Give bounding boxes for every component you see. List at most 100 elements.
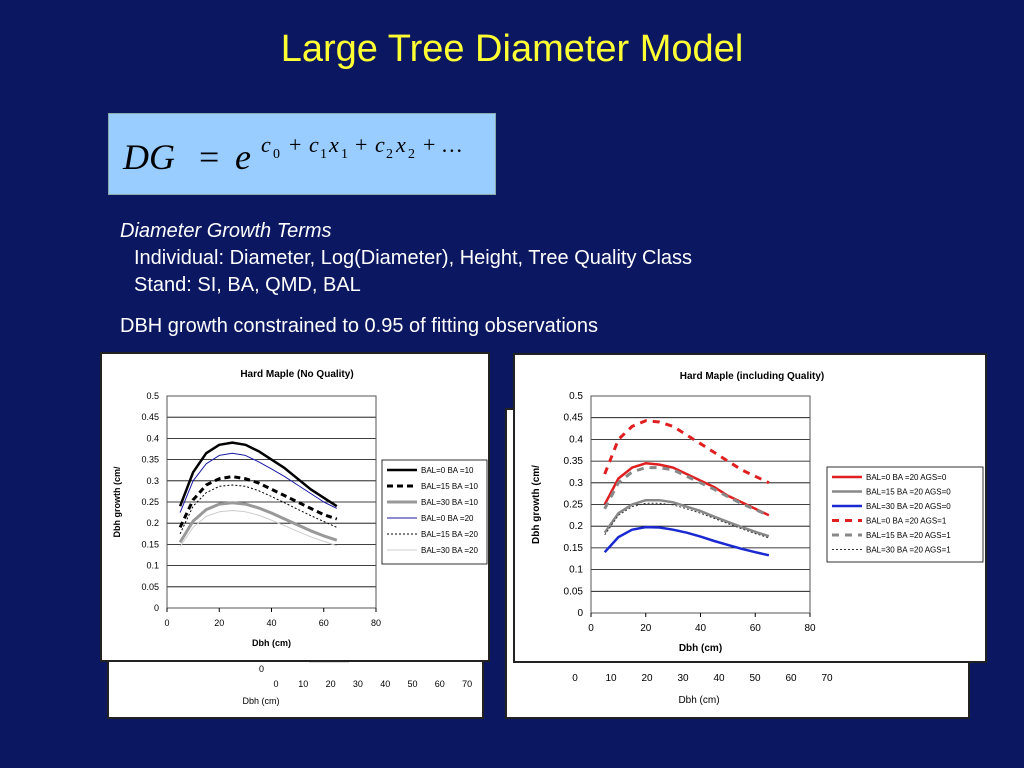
y-tick-label: 0.15 — [141, 539, 159, 549]
y-tick-label: 0.35 — [564, 456, 584, 467]
legend-label: BAL=0 BA =20 — [421, 514, 474, 523]
bg-right-x-tick: 50 — [749, 673, 761, 684]
x-tick-label: 0 — [164, 618, 169, 628]
bg-right-x-tick: 30 — [677, 673, 689, 684]
y-tick-label: 0.5 — [569, 391, 583, 402]
bg-right-x-tick: 60 — [785, 673, 797, 684]
formula-c1-sub: 1 — [320, 147, 327, 162]
formula-tail: + … — [423, 132, 463, 157]
legend-label: BAL=15 BA =20 AGS=1 — [866, 531, 951, 540]
legend-label: BAL=0 BA =10 — [421, 466, 474, 475]
bg-right-x-tick: 10 — [605, 673, 617, 684]
constraint-text: DBH growth constrained to 0.95 of fittin… — [120, 315, 599, 337]
x-axis-label: Dbh (cm) — [252, 638, 291, 648]
formula-c0: c — [261, 132, 271, 157]
x-axis-label: Dbh (cm) — [679, 643, 722, 654]
y-tick-label: 0.45 — [564, 413, 584, 424]
formula-x1-sub: 1 — [341, 147, 348, 162]
bg-left-x-tick: 50 — [407, 679, 417, 689]
y-tick-label: 0.5 — [146, 391, 159, 401]
y-tick-label: 0.25 — [564, 500, 584, 511]
chart-hard-maple-no-quality: Hard Maple (No Quality) 0 0.05 0.1 0.15 0.2 0.… — [112, 369, 488, 648]
series-line — [603, 419, 770, 485]
y-axis-label: Dbh growth (cm/ — [531, 465, 542, 544]
series-line — [178, 501, 338, 544]
bg-left-x-tick: 0 — [273, 679, 278, 689]
chart-title: Hard Maple (No Quality) — [240, 369, 353, 380]
x-tick-label: 40 — [695, 623, 707, 634]
y-axis-label: Dbh growth (cm/ — [112, 466, 122, 537]
y-tick-label: 0.4 — [146, 433, 159, 443]
legend-label: BAL=0 BA =20 AGS=1 — [866, 517, 947, 526]
formula-lhs: DG — [122, 137, 175, 177]
legend-label: BAL=30 BA =20 AGS=0 — [866, 502, 951, 511]
bg-left-y-tick: 0 — [259, 664, 264, 674]
formula-box: DG = e c 0 + c 1 x 1 + c 2 x 2 + … — [108, 113, 496, 195]
bg-left-x-tick: 10 — [298, 679, 308, 689]
x-tick-label: 60 — [319, 618, 329, 628]
bg-right-x-tick: 40 — [713, 673, 725, 684]
formula-equals: = — [199, 137, 219, 177]
legend-label: BAL=30 BA =20 — [421, 546, 478, 555]
y-tick-label: 0 — [154, 603, 159, 613]
series-line — [179, 452, 338, 513]
x-tick-label: 0 — [588, 623, 594, 634]
bg-left-x-tick: 60 — [435, 679, 445, 689]
bg-left-x-tick: 20 — [326, 679, 336, 689]
x-tick-label: 40 — [266, 618, 276, 628]
series-line — [179, 484, 338, 535]
bg-left-x-tick: 70 — [462, 679, 472, 689]
series-line — [603, 498, 770, 538]
y-tick-label: 0.1 — [146, 561, 159, 571]
bg-left-xlabel: Dbh (cm) — [242, 696, 279, 706]
y-tick-label: 0.1 — [569, 565, 583, 576]
y-tick-label: 0.3 — [569, 478, 583, 489]
legend-label: BAL=15 BA =20 AGS=0 — [866, 488, 951, 497]
individual-terms: Individual: Diameter, Log(Diameter), Hei… — [134, 247, 693, 269]
bg-right-x-tick: 70 — [821, 673, 833, 684]
chart-title: Hard Maple (including Quality) — [680, 371, 824, 382]
y-tick-label: 0 — [577, 608, 583, 619]
legend-label: BAL=30 BA =20 AGS=1 — [866, 546, 951, 555]
x-tick-label: 80 — [804, 623, 816, 634]
formula-c2-sub: 2 — [386, 147, 393, 162]
y-tick-label: 0.05 — [564, 586, 584, 597]
terms-heading: Diameter Growth Terms — [120, 220, 332, 242]
formula-base: e — [235, 137, 251, 177]
series-line — [178, 441, 338, 508]
formula-c0-sub: 0 — [273, 147, 280, 162]
formula-c1: c — [309, 132, 319, 157]
chart-card-no-quality: Hard Maple (No Quality) 0 0.05 0.1 0.15 0.2 0.… — [100, 352, 490, 662]
series-line — [178, 475, 338, 529]
y-tick-label: 0.4 — [569, 434, 583, 445]
legend-label: BAL=30 BA =10 — [421, 498, 478, 507]
bg-right-x-tick: 0 — [572, 673, 578, 684]
formula-c2: c — [375, 132, 385, 157]
formula-equation: DG = e c 0 + c 1 x 1 + c 2 x 2 + … — [122, 132, 463, 177]
x-tick-label: 60 — [750, 623, 762, 634]
legend-label: BAL=0 BA =20 AGS=0 — [866, 473, 947, 482]
formula-x1: x — [328, 132, 339, 157]
bg-right-x-tick: 20 — [641, 673, 653, 684]
legend-label: BAL=15 BA =10 — [421, 482, 478, 491]
y-tick-label: 0.2 — [569, 521, 583, 532]
chart-hard-maple-including-quality: Hard Maple (including Quality) 0 0.05 0.1 0.… — [531, 371, 984, 654]
stand-terms: Stand: SI, BA, QMD, BAL — [134, 274, 361, 296]
formula-plus-1: + — [289, 132, 301, 157]
y-tick-label: 0.2 — [146, 518, 159, 528]
formula-plus-2: + — [355, 132, 367, 157]
x-tick-label: 20 — [214, 618, 224, 628]
y-tick-label: 0.3 — [146, 476, 159, 486]
formula-x2: x — [395, 132, 406, 157]
y-tick-label: 0.05 — [141, 582, 159, 592]
series-line — [604, 502, 770, 539]
series-line — [603, 462, 770, 517]
x-tick-label: 80 — [371, 618, 381, 628]
series-line — [603, 525, 770, 557]
y-tick-label: 0.35 — [141, 455, 159, 465]
y-tick-label: 0.45 — [141, 412, 159, 422]
growth-terms: Diameter Growth Terms Individual: Diamet… — [120, 218, 692, 299]
bg-left-x-tick: 30 — [353, 679, 363, 689]
legend-box — [826, 466, 984, 563]
legend-box — [381, 459, 488, 565]
